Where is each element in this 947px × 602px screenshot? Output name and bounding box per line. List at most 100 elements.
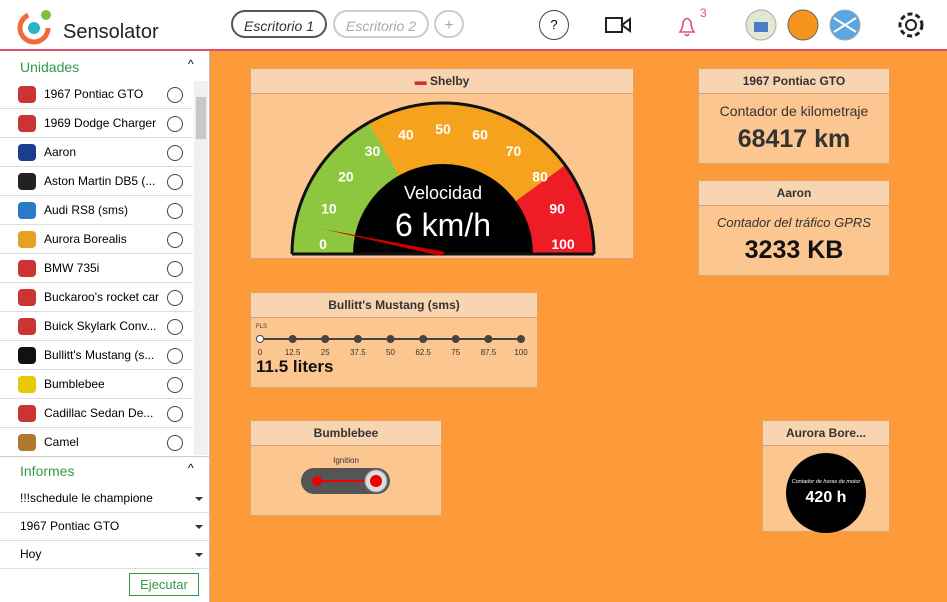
needle [323,229,445,256]
unit-clock[interactable] [167,203,183,219]
tab[interactable]: Escritorio 2 [333,10,429,38]
unit-name: BMW 735i [44,261,100,275]
unit-clock[interactable] [167,319,183,335]
unit-clock[interactable] [167,232,183,248]
unit-row[interactable]: Buick Skylark Conv... [0,312,193,341]
unit-icon [18,289,36,306]
counter-label: Contador de horas de motor [791,479,861,485]
unit-row[interactable]: Buckaroo's rocket car [0,283,193,312]
fuel-scale: FLS 11.5 liters 0 12.5 25 37.5 50 62.5 75 87.5 1… [256,324,528,376]
unit-row[interactable]: Bumblebee [0,370,193,399]
counter-value: 3233 KB [744,236,844,264]
unit-clock[interactable] [167,261,183,277]
unit-row[interactable]: BMW 735i [0,254,193,283]
unit-icon [18,202,36,219]
unit-clock[interactable] [167,87,183,103]
widget-title: Aurora Bore... [763,421,889,446]
widget-title-text: Shelby [429,74,470,88]
widget-title: Bumblebee [251,421,441,446]
unit-name: Buckaroo's rocket car [44,290,160,304]
ignition-switch [301,468,390,494]
unit-clock[interactable] [167,348,183,364]
scale-dot [484,335,493,343]
scale-tick: 75 [451,348,460,357]
unit-row[interactable]: 1969 Dodge Charger [0,109,193,138]
scrollbar[interactable] [194,81,208,455]
report-select[interactable]: 1967 Pontiac GTO [0,513,209,541]
widget-title: 1967 Pontiac GTO [699,69,889,94]
collapse[interactable]: ^ [188,57,194,71]
unit-clock[interactable] [167,116,183,132]
unit-row[interactable]: Audi RS8 (sms) [0,196,193,225]
unit-row[interactable]: Cadillac Sedan De... [0,399,193,428]
scale-dot [451,335,460,343]
report-select[interactable]: Hoy [0,541,209,569]
unit-name: Aurora Borealis [44,232,127,246]
speed-tick: 80 [532,168,548,184]
report-select[interactable]: !!!schedule le champione [0,485,209,513]
scale-tick: 50 [386,348,395,357]
unit-clock[interactable] [167,174,183,190]
widget-title: Bullitt's Mustang (sms) [251,293,537,318]
unit-icon [18,434,36,451]
unit-row[interactable]: Bullitt's Mustang (s... [0,341,193,370]
speed-tick: 30 [365,143,381,159]
unit-row[interactable]: Aston Martin DB5 (... [0,167,193,196]
run-button[interactable]: Ejecutar [129,573,199,596]
scale-label: FLS [256,324,267,330]
scale-tick: 25 [321,348,330,357]
gauge-value: 6 km/h [395,207,491,243]
collapse[interactable]: ^ [188,461,194,475]
counter-label: Contador del tráfico GPRS [717,215,871,230]
settings-icon[interactable] [894,8,928,42]
widget-title: ▬ Shelby [251,69,633,94]
unit-clock[interactable] [167,435,183,451]
widget-fuel: Bullitt's Mustang (sms) FLS 11.5 liters … [250,292,538,388]
map-layers[interactable] [744,8,864,42]
unit-clock[interactable] [167,290,183,306]
app-name: Sensolator [63,21,159,43]
unit-icon [18,260,36,277]
unit-name: Audi RS8 (sms) [44,203,129,217]
speed-tick: 20 [338,168,354,184]
fuel-value: 11.5 liters [256,357,334,376]
bell-icon[interactable] [674,12,700,38]
speed-tick: 0 [319,236,327,252]
unit-name: Aston Martin DB5 (... [44,174,156,188]
unit-name: Bumblebee [44,377,105,391]
unit-name: Buick Skylark Conv... [44,319,157,333]
unit-name: 1967 Pontiac GTO [44,87,144,101]
notification-count: 3 [700,6,707,20]
speed-tick: 70 [506,143,522,159]
unit-clock[interactable] [167,145,183,161]
unit-icon [18,318,36,335]
scale-tick: 37.5 [350,348,366,357]
help-button[interactable]: ? [539,10,569,40]
unit-name: 1969 Dodge Charger [44,116,157,130]
unit-clock[interactable] [167,406,183,422]
unit-icon [18,231,36,248]
scale-dot [386,335,395,343]
unit-row[interactable]: 1967 Pontiac GTO [0,80,193,109]
unit-row[interactable]: Aaron [0,138,193,167]
unit-row[interactable]: Camel [0,428,193,457]
unit-clock[interactable] [167,377,183,393]
counter-value: 420 h [805,489,847,506]
add-tab[interactable]: + [434,10,464,38]
tab[interactable]: Escritorio 1 [231,10,327,38]
scale-tick: 0 [258,348,263,357]
widget-ignition: Bumblebee Ignition [250,420,442,516]
camera-icon[interactable] [604,14,632,36]
reports-title: Informes [20,463,75,479]
speed-tick: 50 [435,121,451,137]
scale-dot [353,335,362,343]
scale-dot [517,335,525,343]
unit-icon [18,144,36,161]
unit-row[interactable]: Aurora Borealis [0,225,193,254]
speed-tick: 40 [398,127,414,143]
scale-tick: 100 [514,348,528,357]
logo [17,10,51,45]
speed-tick: 90 [549,200,565,216]
units-title: Unidades [20,59,80,75]
unit-icon [18,173,36,190]
